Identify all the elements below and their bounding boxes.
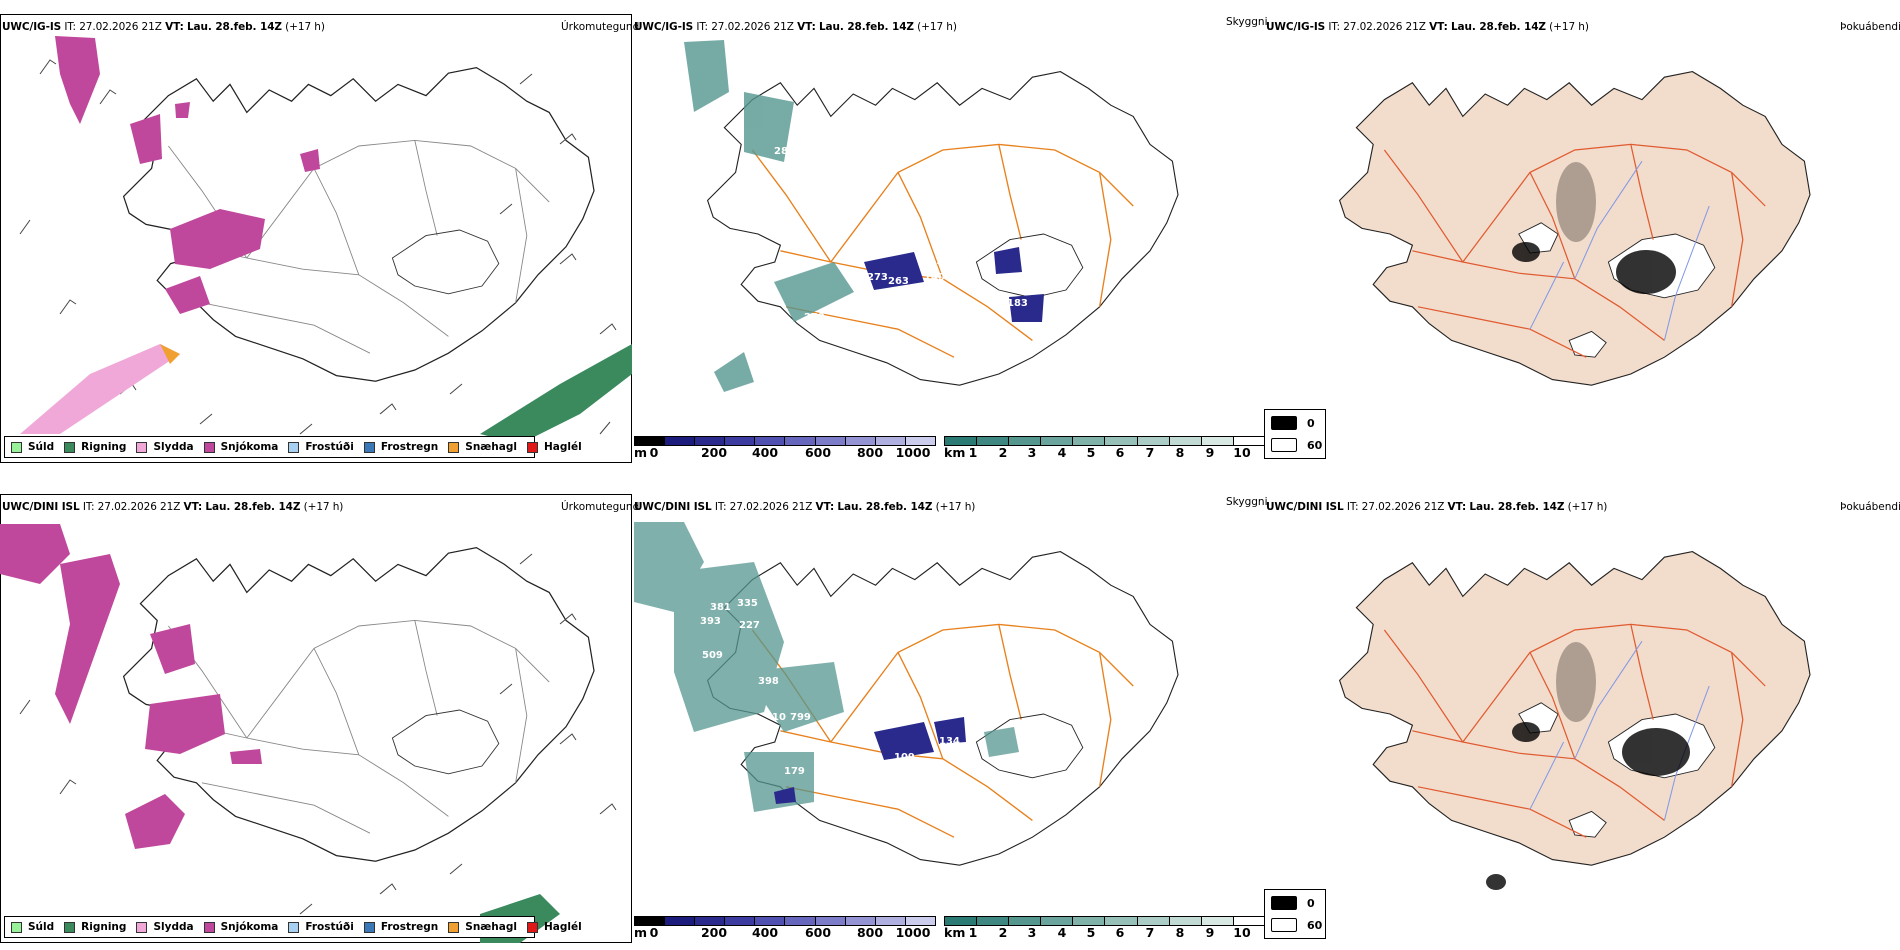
km-colorbar-bottom bbox=[944, 916, 1266, 926]
header-fog-bottom: UWC/DINI ISL IT: 27.02.2026 21Z VT: Lau.… bbox=[1266, 501, 1608, 513]
legend-item: Haglél bbox=[526, 441, 582, 453]
legend-item: Frostregn bbox=[363, 441, 438, 453]
vis-panel-top: 280 300 12 257 273 263 140 157 183 269 2… bbox=[634, 32, 1266, 432]
header-vis-top: UWC/IG-IS IT: 27.02.2026 21Z VT: Lau. 28… bbox=[634, 21, 957, 33]
fog-map-top bbox=[1339, 71, 1811, 386]
legend-item: Snæhagl bbox=[448, 441, 517, 453]
vis-panel-bottom: 381 335 393 227 509 398 10 799 109 134 1… bbox=[634, 512, 1266, 912]
precip-map-bottom bbox=[0, 524, 617, 943]
legend-item: Rigning bbox=[64, 921, 126, 933]
km-unit: km bbox=[944, 445, 966, 460]
precip-legend: Súld Rigning Slydda Snjókoma Frostúði Fr… bbox=[4, 916, 582, 938]
fog-panel-top bbox=[1266, 32, 1900, 432]
header-vis-bottom: UWC/DINI ISL IT: 27.02.2026 21Z VT: Lau.… bbox=[634, 501, 976, 513]
height-colorbar-top bbox=[634, 436, 936, 446]
precip-title-top: Úrkomutegund bbox=[561, 21, 640, 33]
precip-panel-top: Súld Rigning Slydda Snjókoma Frostúði Fr… bbox=[0, 14, 632, 463]
vis-title-top: Skyggni bbox=[1226, 16, 1268, 28]
header-fog-top: UWC/IG-IS IT: 27.02.2026 21Z VT: Lau. 28… bbox=[1266, 21, 1589, 33]
fog-title-bottom: Þokuábendi bbox=[1840, 501, 1900, 513]
legend-item: Frostúði bbox=[288, 441, 354, 453]
precip-title-bottom: Úrkomutegund bbox=[561, 501, 640, 513]
legend-item: Snjókoma bbox=[203, 921, 278, 933]
legend-item: Súld bbox=[11, 921, 54, 933]
precip-frame bbox=[0, 494, 632, 943]
legend-item: Slydda bbox=[136, 921, 194, 933]
legend-item: Frostúði bbox=[288, 921, 354, 933]
height-unit: m bbox=[634, 445, 648, 460]
fog-panel-bottom bbox=[1266, 512, 1900, 912]
fog-map-bottom bbox=[1339, 551, 1811, 890]
fog-title-top: Þokuábendi bbox=[1840, 21, 1900, 33]
precip-legend: Súld Rigning Slydda Snjókoma Frostúði Fr… bbox=[4, 436, 582, 458]
vis-title-bottom: Skyggni bbox=[1226, 496, 1268, 508]
precip-map-top bbox=[19, 36, 632, 444]
precip-rain-area bbox=[480, 344, 632, 444]
legend-item: Haglél bbox=[526, 921, 582, 933]
height-colorbar-bottom bbox=[634, 916, 936, 926]
legend-item: Snjókoma bbox=[203, 441, 278, 453]
header-precip-bottom: UWC/DINI ISL IT: 27.02.2026 21Z VT: Lau.… bbox=[2, 501, 344, 513]
precip-snow-areas bbox=[0, 524, 262, 849]
vis-map-bottom bbox=[634, 522, 1179, 866]
precip-snow-areas bbox=[55, 36, 320, 314]
precip-sleet-area bbox=[20, 344, 180, 434]
legend-item: Súld bbox=[11, 441, 54, 453]
fog-legend-top: 0 60 bbox=[1264, 409, 1326, 459]
precip-frame bbox=[0, 14, 632, 463]
km-colorbar-top bbox=[944, 436, 1266, 446]
legend-item: Rigning bbox=[64, 441, 126, 453]
legend-item: Slydda bbox=[136, 441, 194, 453]
header-precip-top: UWC/IG-IS IT: 27.02.2026 21Z VT: Lau. 28… bbox=[2, 21, 325, 33]
legend-item: Frostregn bbox=[363, 921, 438, 933]
precip-panel-bottom: Súld Rigning Slydda Snjókoma Frostúði Fr… bbox=[0, 494, 632, 943]
fog-legend-bottom: 0 60 bbox=[1264, 889, 1326, 939]
vis-map-top bbox=[684, 40, 1179, 392]
legend-item: Snæhagl bbox=[448, 921, 517, 933]
